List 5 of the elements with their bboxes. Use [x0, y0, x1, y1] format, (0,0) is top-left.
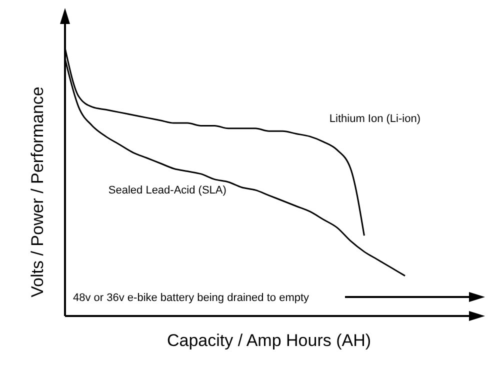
x-axis-title: Capacity / Amp Hours (AH) [166, 331, 372, 350]
y-axis-title: Volts / Power / Performance [28, 86, 47, 298]
series-label: Lithium Ion (Li-ion) [329, 112, 420, 125]
series-label: Sealed Lead-Acid (SLA) [108, 184, 226, 196]
annotation: 48v or 36v e-bike battery being drained to empty [73, 292, 310, 304]
